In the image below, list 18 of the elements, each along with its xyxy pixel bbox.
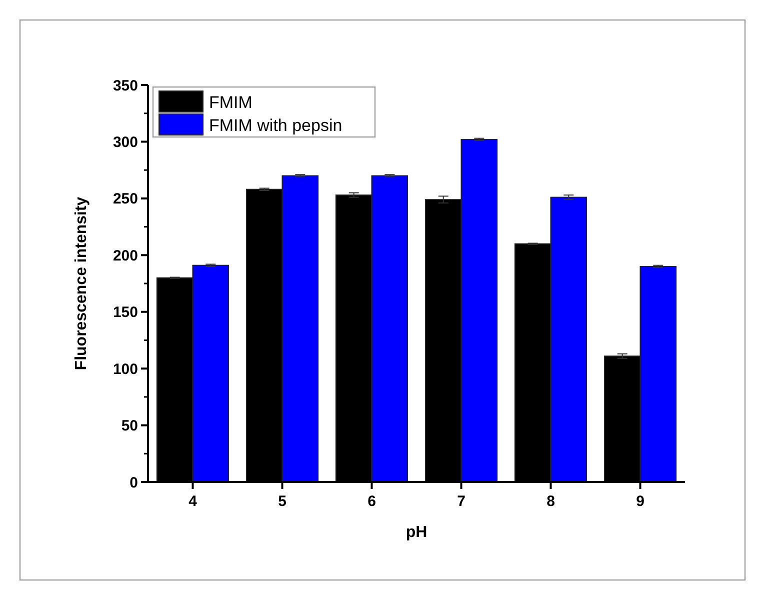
legend-label: FMIM — [209, 92, 252, 112]
x-axis-title: pH — [406, 524, 428, 541]
y-tick-label: 350 — [112, 77, 138, 94]
legend-label: FMIM with pepsin — [209, 116, 342, 135]
y-tick-label: 50 — [121, 418, 138, 435]
x-tick-label: 7 — [457, 493, 466, 510]
y-tick-label: 100 — [112, 360, 138, 378]
y-tick-label: 200 — [112, 247, 138, 264]
x-tick-label: 9 — [636, 493, 644, 510]
y-tick-label: 150 — [112, 304, 138, 322]
y-tick-label: 300 — [112, 134, 138, 151]
x-tick-label: 4 — [188, 493, 198, 510]
y-tick-label: 250 — [112, 190, 138, 208]
x-tick-label: 6 — [368, 493, 376, 510]
x-tick-label: 8 — [546, 493, 555, 510]
x-tick-label: 5 — [278, 493, 286, 510]
y-tick-label: 0 — [130, 474, 138, 492]
y-axis-title: Fluorescence intensity — [73, 196, 90, 370]
